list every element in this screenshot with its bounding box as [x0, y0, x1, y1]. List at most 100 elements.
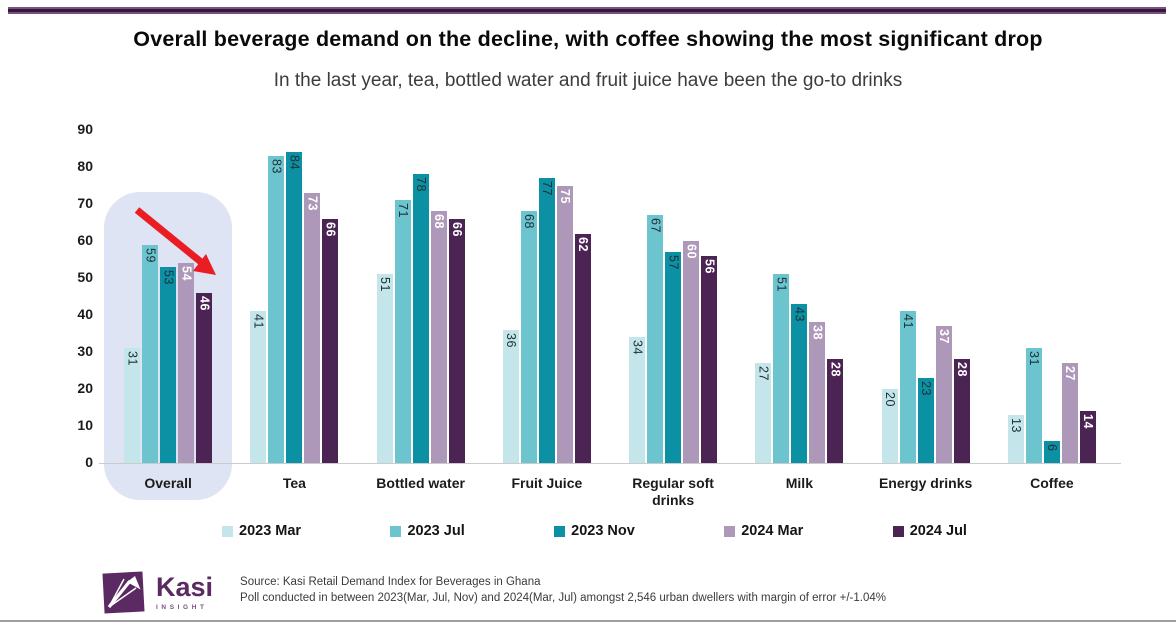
bar-value-label: 31: [125, 351, 140, 367]
bar-chart: 0 10 20 30 40 50 60 70 80 90 31 59 53 54 46 41 83 84 73 66…: [77, 121, 1121, 508]
x-label-fruit-juice: Fruit Juice: [511, 475, 583, 491]
bar-tea-2024-jul: 66: [322, 218, 339, 463]
bar-energy-drinks-2024-mar: 37: [935, 326, 952, 463]
bar-value-label: 27: [1063, 366, 1078, 382]
chart-legend: 2023 Mar 2023 Jul 2023 Nov 2024 Mar 2024 Jul: [222, 523, 967, 539]
bar-group-regular-soft-drinks: 34 67 57 60 56: [610, 130, 736, 463]
bar-overall-2024-mar: 54: [178, 263, 195, 463]
bar-milk-2023-mar: 27: [755, 363, 772, 463]
legend-swatch-2023-jul: [390, 525, 402, 537]
bar-group-milk: 27 51 43 38 28: [736, 130, 862, 463]
bar-overall-2023-nov: 53: [160, 266, 177, 463]
bar-value-label: 66: [323, 221, 338, 237]
bar-value-label: 68: [431, 214, 446, 230]
bar-value-label: 20: [882, 392, 897, 407]
legend-swatch-2024-mar: [724, 525, 736, 537]
bar-regular-soft-drinks-2023-mar: 34: [629, 337, 646, 463]
bar-overall-2023-mar: 31: [124, 348, 141, 463]
bar-value-label: 68: [522, 214, 537, 230]
y-tick-60: 60: [77, 232, 93, 248]
source-line-2: Poll conducted in between 2023(Mar, Jul,…: [240, 592, 886, 605]
legend-swatch-2024-jul: [892, 525, 904, 537]
legend-label: 2023 Jul: [407, 523, 465, 539]
x-axis-labels: Overall Tea Bottled water Fruit Juice Regula…: [105, 475, 1115, 509]
bar-tea-2023-mar: 41: [250, 311, 267, 463]
legend-item-2023-jul: 2023 Jul: [390, 523, 465, 539]
y-tick-20: 20: [77, 380, 93, 396]
bar-value-label: 36: [504, 332, 519, 348]
x-label-coffee: Coffee: [1030, 475, 1074, 491]
bar-value-label: 28: [954, 362, 969, 378]
bar-milk-2024-mar: 38: [809, 322, 826, 463]
x-axis-baseline: [99, 463, 1121, 464]
bar-value-label: 54: [179, 266, 194, 282]
source-note: Source: Kasi Retail Demand Index for Bev…: [240, 574, 886, 606]
bar-value-label: 73: [305, 195, 320, 211]
legend-swatch-2023-nov: [554, 525, 566, 537]
bar-bottled-water-2023-nov: 78: [412, 174, 429, 463]
legend-label: 2023 Mar: [239, 523, 302, 539]
bar-value-label: 53: [161, 269, 176, 285]
bar-coffee-2023-mar: 13: [1007, 414, 1024, 463]
bar-overall-2023-jul: 59: [142, 244, 159, 463]
legend-item-2023-mar: 2023 Mar: [222, 523, 301, 539]
bar-bottled-water-2023-jul: 71: [394, 200, 411, 463]
bar-value-label: 66: [449, 221, 464, 237]
logo-tagline: INSIGHT: [156, 604, 208, 611]
bar-value-label: 57: [666, 255, 681, 271]
bar-fruit-juice-2024-mar: 75: [556, 185, 573, 463]
bar-milk-2023-nov: 43: [791, 303, 808, 463]
bar-energy-drinks-2023-nov: 23: [917, 377, 934, 463]
bar-value-label: 41: [251, 314, 266, 330]
bar-tea-2023-nov: 84: [286, 152, 303, 463]
bar-value-label: 41: [900, 314, 915, 330]
y-tick-30: 30: [77, 343, 93, 359]
y-tick-70: 70: [77, 195, 93, 211]
bar-overall-2024-jul: 46: [196, 292, 213, 463]
bar-value-label: 27: [756, 366, 771, 382]
page-title: Overall beverage demand on the decline, …: [133, 27, 1043, 51]
legend-item-2023-nov: 2023 Nov: [554, 523, 635, 539]
bar-coffee-2023-nov: 6: [1043, 440, 1060, 463]
bar-value-label: 62: [576, 236, 591, 252]
page-subtitle: In the last year, tea, bottled water and…: [273, 70, 903, 91]
bar-value-label: 38: [810, 325, 825, 341]
x-label-bottled-water: Bottled water: [376, 475, 465, 491]
legend-item-2024-mar: 2024 Mar: [724, 523, 803, 539]
legend-label: 2024 Mar: [741, 523, 804, 539]
kasi-logo: Kasi INSIGHT: [100, 569, 213, 616]
bar-group-tea: 41 83 84 73 66: [231, 130, 357, 463]
bar-value-label: 77: [540, 181, 555, 197]
bar-group-coffee: 13 31 6 27 14: [989, 130, 1115, 463]
bar-group-fruit-juice: 36 68 77 75 62: [484, 130, 610, 463]
bar-value-label: 51: [774, 277, 789, 293]
y-tick-10: 10: [77, 417, 93, 433]
x-label-overall: Overall: [144, 475, 192, 491]
bar-group-overall: 31 59 53 54 46: [105, 130, 231, 463]
bar-energy-drinks-2023-mar: 20: [881, 389, 898, 463]
bar-value-label: 71: [395, 203, 410, 219]
top-accent-bar: [8, 7, 1166, 14]
kasi-logo-text: Kasi INSIGHT: [156, 574, 213, 612]
bar-tea-2024-mar: 73: [304, 192, 321, 463]
bar-value-label: 60: [684, 244, 699, 259]
bar-value-label: 51: [377, 277, 392, 293]
bar-bottled-water-2023-mar: 51: [376, 274, 393, 463]
bar-milk-2023-jul: 51: [773, 274, 790, 463]
bar-value-label: 37: [936, 329, 951, 345]
plot-area: 31 59 53 54 46 41 83 84 73 66 51 71 78 68 66 36 68 77 75 62…: [104, 130, 1115, 500]
bar-value-label: 23: [918, 380, 933, 396]
bar-value-label: 78: [413, 177, 428, 193]
y-tick-50: 50: [77, 269, 93, 285]
bar-milk-2024-jul: 28: [827, 359, 844, 463]
kasi-logo-icon: [102, 571, 145, 614]
bar-value-label: 46: [197, 295, 212, 311]
bar-coffee-2023-jul: 31: [1025, 348, 1042, 463]
legend-item-2024-jul: 2024 Jul: [892, 523, 967, 539]
bar-value-label: 14: [1081, 414, 1096, 430]
bar-value-label: 31: [1027, 351, 1042, 367]
bar-tea-2023-jul: 83: [268, 155, 285, 463]
bar-value-label: 75: [558, 188, 573, 204]
bar-value-label: 6: [1045, 443, 1060, 452]
